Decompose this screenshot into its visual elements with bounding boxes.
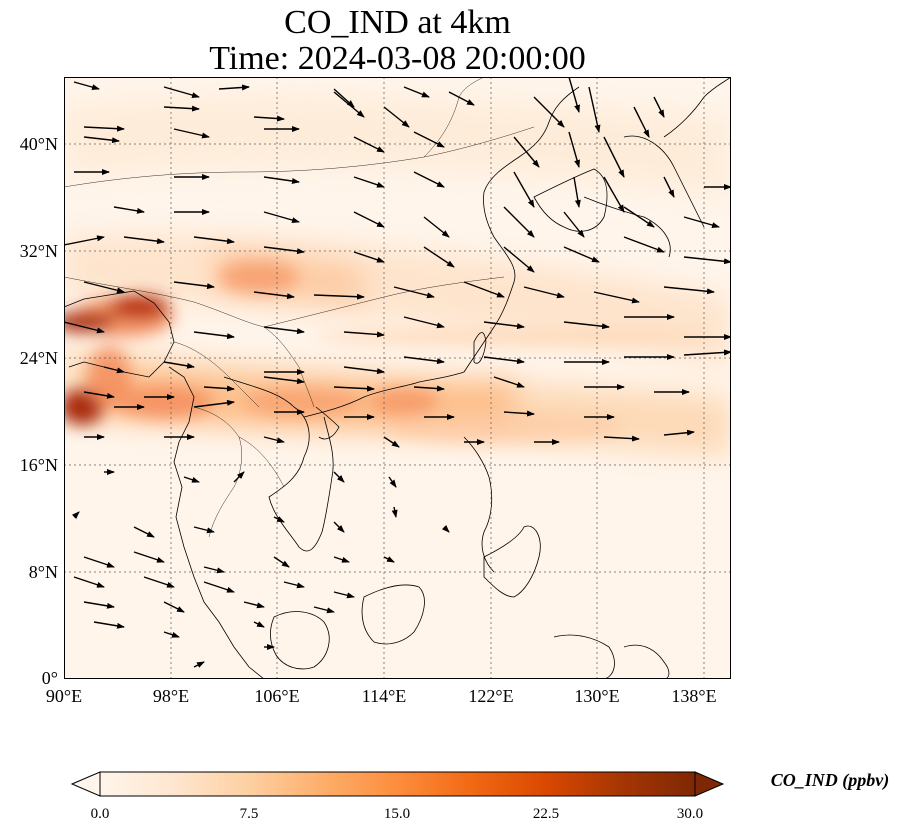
lon-tick-label: 130°E	[574, 686, 620, 706]
lon-tick-label: 106°E	[254, 686, 300, 706]
lat-tick-label: 16°N	[19, 455, 58, 475]
lat-tick-label: 24°N	[19, 348, 58, 368]
colorbar	[70, 771, 725, 797]
colorbar-label: CO_IND (ppbv)	[770, 770, 890, 790]
lat-tick-label: 8°N	[28, 562, 58, 582]
lon-tick-label: 114°E	[361, 686, 407, 706]
lon-tick-label: 98°E	[152, 686, 190, 706]
map-title: CO_IND at 4km	[284, 4, 511, 41]
colorbar-min-extend	[70, 771, 101, 797]
lat-tick-label: 32°N	[19, 241, 58, 261]
lon-tick-label: 122°E	[468, 686, 514, 706]
lat-tick-label: 0°	[41, 668, 58, 688]
wind-vectors	[64, 77, 731, 668]
colorbar-tick: 15.0	[383, 806, 411, 822]
map-panel	[64, 77, 731, 679]
colorbar-tick: 7.5	[239, 806, 259, 822]
colorbar-tick: 0.0	[90, 806, 110, 822]
lon-tick-label: 90°E	[45, 686, 83, 706]
lat-tick-label: 40°N	[19, 134, 58, 154]
coastlines	[64, 77, 731, 679]
colorbar-max-extend	[694, 771, 725, 797]
colorbar-tick: 30.0	[676, 806, 704, 822]
colorbar-gradient	[99, 771, 696, 797]
lon-tick-label: 138°E	[671, 686, 717, 706]
map-subtitle-time: Time: 2024-03-08 20:00:00	[209, 40, 586, 77]
colorbar-tick: 22.5	[532, 806, 560, 822]
